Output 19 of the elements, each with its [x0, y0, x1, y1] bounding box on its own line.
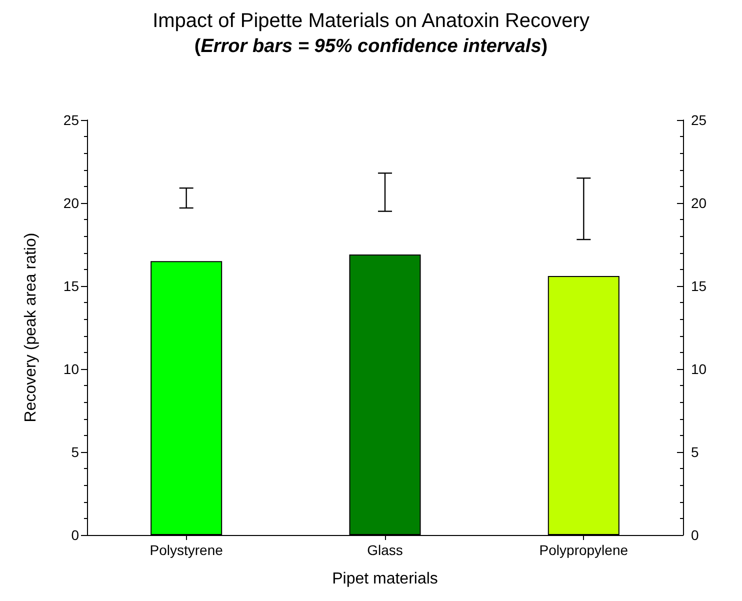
x-tick-label: Polystyrene: [150, 542, 224, 558]
y-tick-label: 15: [63, 278, 80, 294]
y-tick-label: 5: [71, 444, 80, 460]
y2-tick-label: 5: [691, 444, 699, 460]
y2-tick-label: 10: [691, 361, 707, 377]
y2-tick-label: 20: [691, 195, 707, 211]
x-tick-label: Glass: [367, 542, 403, 558]
y-tick-label: 10: [63, 361, 80, 377]
y-tick-label: 25: [63, 112, 80, 128]
chart-subtitle: (Error bars = 95% confidence intervals): [194, 36, 548, 57]
y-tick-label: 0: [71, 527, 80, 543]
chart-title: Impact of Pipette Materials on Anatoxin Recovery: [152, 10, 590, 32]
x-axis-title: Pipet materials: [332, 570, 438, 588]
y-tick-label: 20: [63, 195, 80, 211]
y-axis-title: Recovery (peak area ratio): [22, 232, 40, 422]
y2-tick-label: 15: [691, 278, 707, 294]
y2-tick-label: 0: [691, 527, 699, 543]
y2-tick-label: 25: [691, 112, 707, 128]
x-tick-label: Polypropylene: [539, 542, 628, 558]
